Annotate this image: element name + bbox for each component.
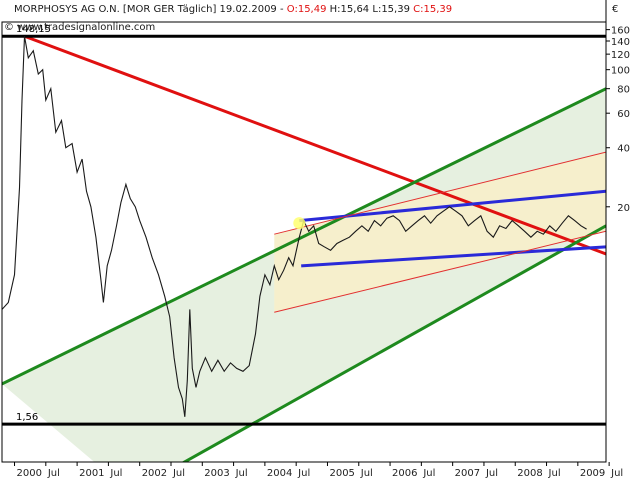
x-tick-label: 2009 [580, 468, 605, 479]
marker-buy-point [293, 217, 306, 230]
price-line [2, 36, 587, 417]
channel-fills [2, 88, 606, 462]
y-tick-label: 100 [611, 66, 630, 77]
level-lines: 148,15 1,56 [2, 24, 606, 426]
trendline-red-thin-upper [274, 151, 606, 235]
title-high: H:15,64 [330, 4, 370, 15]
trendline-blue-lower [301, 245, 606, 268]
level-label: 1,56 [16, 412, 38, 423]
y-tick-label: 80 [617, 85, 630, 96]
trendline-downtrend [24, 34, 606, 256]
x-tick-label: Jul [360, 468, 373, 479]
x-tick-label: 2002 [142, 468, 167, 479]
plot-frame [1, 0, 607, 463]
x-tick-label: Jul [610, 468, 623, 479]
markers [293, 217, 306, 230]
title-low: L:15,39 [372, 4, 410, 15]
price-series [2, 36, 587, 417]
level-label: 148,15 [16, 24, 51, 35]
fill-yellow-channel [274, 152, 606, 313]
y-tick-label: 40 [617, 144, 630, 155]
x-tick-label: Jul [235, 468, 248, 479]
x-ticks: 2000 Jul 2001 Jul 2002 Jul 2003 Jul 2004 Jul 2005 J… [14, 462, 623, 479]
title-close: C:15,39 [413, 4, 452, 15]
x-tick-label: 2001 [79, 468, 104, 479]
x-tick-label: Jul [297, 468, 310, 479]
trendlines [2, 34, 606, 462]
x-tick-label: 2006 [392, 468, 417, 479]
currency-symbol: € [612, 4, 618, 15]
x-tick-label: Jul [485, 468, 498, 479]
watermark: © www.tradesignalonline.com [4, 22, 155, 33]
chart-title: MORPHOSYS AG O.N. [MOR GER Täglich] 19.0… [14, 4, 452, 15]
x-tick-label: 2008 [517, 468, 542, 479]
trendline-green-lower [181, 224, 606, 462]
y-tick-label: 60 [617, 109, 630, 120]
title-symbol: MORPHOSYS AG O.N. [MOR GER Täglich] 19.0… [14, 4, 287, 15]
x-tick-label: 2005 [329, 468, 354, 479]
y-tick-label: 20 [617, 203, 630, 214]
x-tick-label: 2004 [267, 468, 292, 479]
y-tick-label: 140 [611, 37, 630, 48]
y-tick-label: 160 [611, 26, 630, 37]
trendline-red-thin-lower [274, 230, 606, 313]
x-tick-label: 2003 [204, 468, 229, 479]
x-tick-label: Jul [422, 468, 435, 479]
x-tick-label: Jul [47, 468, 60, 479]
title-open: O:15,49 [287, 4, 327, 15]
y-tick-label: 120 [611, 50, 630, 61]
x-tick-label: Jul [548, 468, 561, 479]
x-tick-label: 2007 [455, 468, 480, 479]
trendline-green-upper [2, 87, 606, 386]
x-tick-label: Jul [109, 468, 122, 479]
x-tick-label: 2000 [17, 468, 42, 479]
x-tick-label: Jul [172, 468, 185, 479]
